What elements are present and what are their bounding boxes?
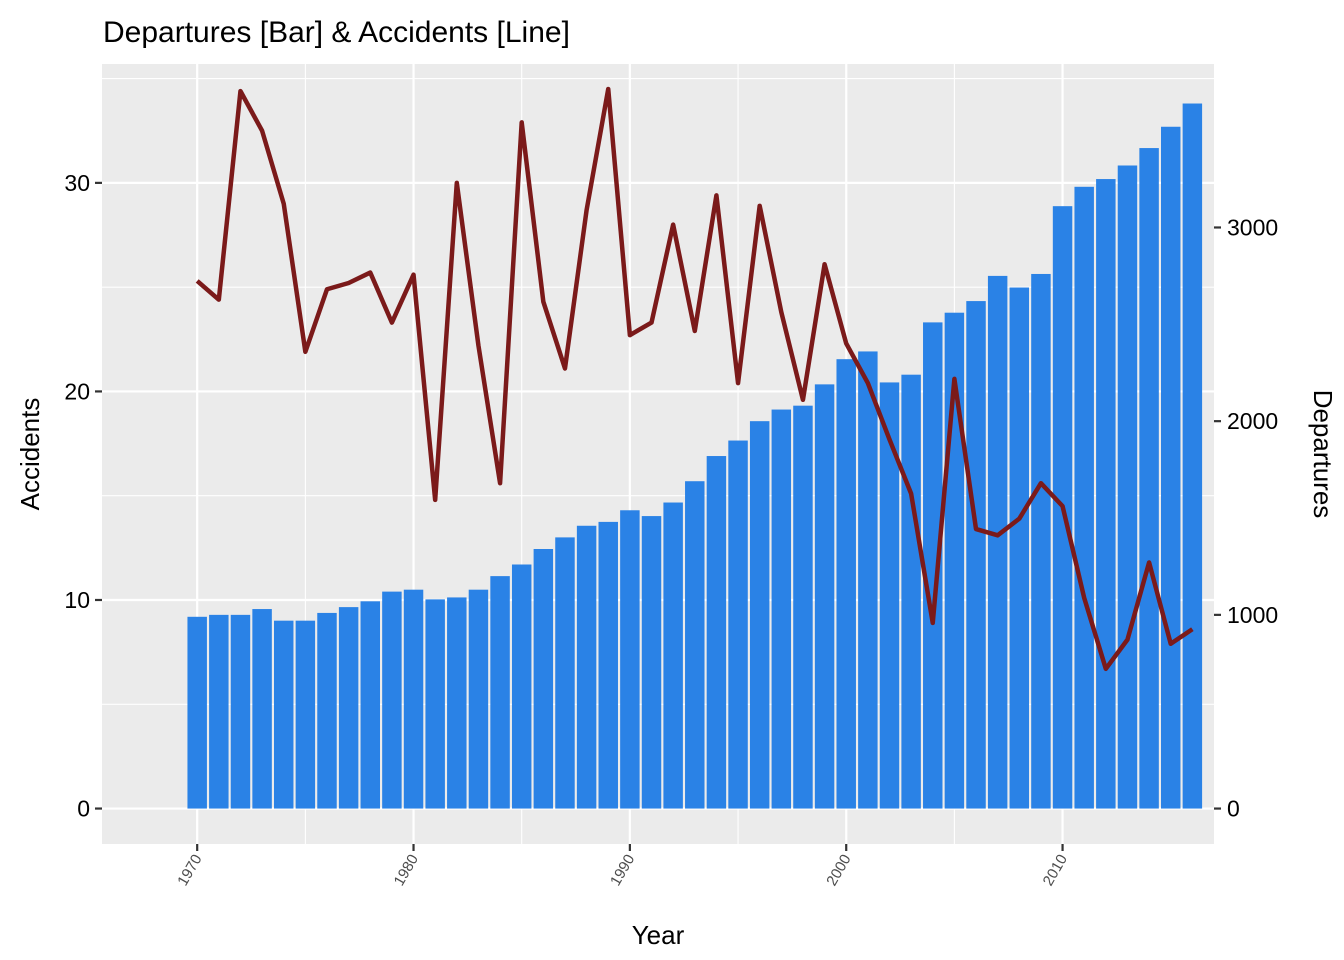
left-y-tick-label: 0	[77, 796, 90, 822]
departures-bar-1981	[425, 599, 445, 809]
x-tick-label: 1980	[391, 852, 422, 889]
departures-bar-1975	[295, 620, 316, 809]
departures-bar-1984	[490, 576, 510, 809]
departures-bar-1986	[533, 549, 554, 809]
right-y-tick-label: 1000	[1227, 602, 1278, 628]
departures-bar-2006	[966, 301, 986, 809]
departures-bar-1976	[317, 612, 337, 809]
right-y-tick-label: 0	[1227, 796, 1240, 822]
departures-bar-1971	[209, 614, 229, 809]
left-y-tick-label: 30	[64, 170, 90, 196]
departures-bar-2002	[879, 382, 900, 809]
departures-bar-2001	[858, 351, 878, 809]
departures-bars	[187, 103, 1203, 809]
right-y-tick-label: 2000	[1227, 408, 1278, 434]
x-tick-label: 1970	[174, 852, 205, 889]
departures-bar-1997	[771, 409, 792, 809]
departures-bar-1972	[230, 614, 251, 809]
departures-bar-1977	[338, 607, 359, 809]
departures-bar-1990	[620, 510, 640, 809]
departures-bar-1998	[793, 405, 813, 809]
right-y-tick-label: 3000	[1227, 214, 1278, 240]
departures-bar-1989	[598, 521, 618, 809]
left-y-axis-title: Accidents	[15, 398, 45, 511]
x-axis: 1970 1980 1990 2000 2010	[174, 844, 1071, 889]
departures-bar-2014	[1139, 148, 1159, 809]
departures-bar-2000	[836, 359, 856, 809]
departures-bar-2007	[987, 275, 1008, 809]
departures-bar-2011	[1074, 186, 1094, 809]
departures-bar-1995	[728, 440, 748, 809]
departures-bar-1999	[814, 384, 835, 809]
x-tick-label: 2000	[823, 852, 854, 889]
departures-bar-1970	[187, 616, 207, 809]
departures-bar-1985	[511, 564, 532, 809]
x-axis-title: Year	[632, 920, 685, 950]
departures-bar-1983	[468, 589, 489, 809]
left-y-axis: 0 10 20 30	[64, 170, 102, 822]
departures-bar-2013	[1117, 165, 1138, 809]
departures-bar-1978	[360, 601, 380, 809]
x-tick-label: 1990	[607, 852, 638, 889]
departures-bar-2009	[1031, 273, 1051, 809]
x-tick-label: 2010	[1040, 852, 1071, 889]
left-y-tick-label: 20	[64, 378, 90, 404]
departures-bar-2015	[1160, 126, 1181, 809]
departures-bar-1979	[382, 591, 402, 809]
right-y-axis-title: Departures	[1308, 390, 1338, 519]
departures-bar-1996	[749, 421, 770, 809]
left-y-tick-label: 10	[64, 587, 90, 613]
departures-bar-1974	[273, 620, 294, 809]
chart-title: Departures [Bar] & Accidents [Line]	[103, 16, 570, 49]
departures-bar-1994	[706, 456, 727, 809]
departures-bar-1993	[685, 481, 705, 809]
departures-bar-1982	[447, 597, 467, 809]
departures-bar-1991	[641, 516, 662, 809]
departures-bar-1988	[576, 525, 597, 809]
departures-bar-2008	[1009, 287, 1030, 809]
accidents-line	[195, 86, 1194, 672]
departures-bar-1980	[403, 589, 424, 809]
departures-bar-2003	[901, 374, 921, 809]
right-y-axis: 0 1000 2000 3000	[1214, 214, 1278, 822]
departures-bar-2004	[923, 322, 943, 809]
departures-bar-2016	[1182, 103, 1203, 809]
departures-bar-1992	[663, 502, 683, 809]
departures-bar-2012	[1096, 179, 1116, 809]
departures-bar-1973	[252, 609, 272, 809]
departures-bar-1987	[555, 537, 575, 809]
